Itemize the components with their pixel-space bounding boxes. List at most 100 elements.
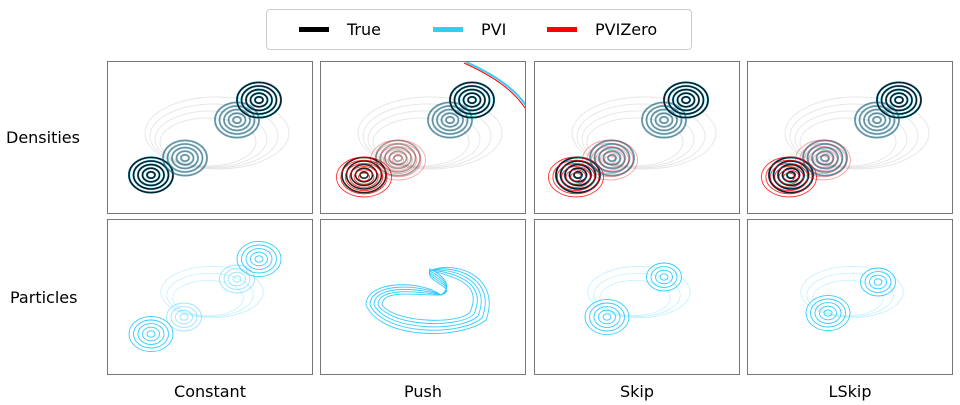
- contour-line: [362, 103, 492, 169]
- contour-line: [159, 117, 257, 167]
- contour-line: [250, 251, 268, 267]
- contour-line: [436, 108, 464, 132]
- legend-swatch-true: [299, 27, 329, 32]
- contour-line: [786, 171, 796, 180]
- contour-line: [227, 112, 247, 128]
- contour-line: [373, 269, 482, 328]
- contour-line: [602, 150, 622, 166]
- contour-line: [593, 273, 681, 318]
- contour-line: [815, 150, 835, 166]
- contour-line: [381, 269, 474, 321]
- contour-line: [582, 139, 638, 181]
- contour-line: [245, 88, 273, 112]
- contour-line: [654, 112, 674, 128]
- contour-line: [658, 115, 670, 125]
- density-plot: [761, 81, 930, 198]
- particle-plot: [584, 262, 691, 336]
- contour-line: [593, 306, 621, 328]
- contour-line: [672, 88, 700, 112]
- contour-line: [440, 112, 460, 128]
- contour-line: [587, 266, 691, 319]
- contour-line: [604, 155, 616, 165]
- contour-line: [595, 149, 625, 171]
- contour-line: [863, 108, 891, 132]
- contour-line: [862, 108, 892, 132]
- contour-line: [867, 112, 887, 128]
- contour-line: [166, 302, 202, 332]
- contour-line: [871, 115, 883, 125]
- contour-line: [800, 266, 904, 319]
- contour-line: [340, 159, 388, 195]
- contour-line: [769, 162, 809, 192]
- contour-line: [353, 169, 375, 185]
- contour-line: [392, 155, 404, 165]
- contour-line: [458, 88, 486, 112]
- contour-line: [365, 267, 490, 334]
- contour-line: [646, 262, 682, 292]
- contour-line: [350, 163, 378, 187]
- contour-line: [667, 85, 705, 115]
- contour-line: [172, 280, 244, 317]
- contour-line: [162, 139, 208, 177]
- particle-panel-lskip: [747, 219, 953, 375]
- contour-line: [772, 160, 810, 190]
- contour-line: [367, 110, 481, 168]
- contour-line: [799, 142, 847, 178]
- contour-line: [588, 139, 636, 177]
- contour-line: [462, 92, 482, 108]
- row-label-densities: Densities: [6, 128, 80, 147]
- particle-plot: [365, 267, 490, 334]
- column-label-constant: Constant: [174, 382, 246, 401]
- contour-line: [765, 159, 813, 195]
- contour-line: [354, 167, 374, 183]
- contour-line: [133, 319, 169, 349]
- contour-line: [154, 110, 268, 168]
- contour-line: [388, 150, 408, 166]
- contour-line: [231, 115, 243, 125]
- contour-line: [655, 269, 673, 285]
- contour-line: [170, 146, 200, 170]
- contour-line: [606, 153, 618, 163]
- contour-line: [349, 166, 379, 188]
- contour-line: [552, 159, 600, 195]
- legend: True PVI PVIZero: [266, 9, 692, 50]
- density-plot: [127, 81, 290, 194]
- contour-line: [453, 85, 491, 115]
- contour-line: [858, 104, 896, 136]
- contour-line: [812, 152, 834, 168]
- contour-line: [645, 104, 683, 136]
- contour-line: [593, 142, 631, 174]
- contour-line: [180, 154, 190, 163]
- density-panel-constant: [107, 61, 313, 214]
- legend-item-true: True: [299, 20, 381, 39]
- contour-line: [889, 92, 909, 108]
- contour-line: [589, 139, 635, 177]
- contour-line: [144, 96, 290, 170]
- contour-line: [819, 305, 837, 321]
- contour-line: [858, 105, 896, 135]
- contour-line: [880, 85, 918, 115]
- contour-line: [820, 154, 830, 163]
- contour-line: [236, 240, 282, 278]
- contour-line: [876, 81, 922, 119]
- contour-line: [654, 112, 674, 128]
- contour-line: [374, 142, 422, 178]
- contour-line: [384, 146, 412, 170]
- particle-plot: [128, 240, 282, 353]
- contour-line: [586, 142, 634, 178]
- contour-line: [802, 139, 848, 177]
- contour-line: [254, 95, 264, 104]
- contour-line: [803, 145, 843, 175]
- contour-line: [236, 81, 282, 119]
- contour-line: [336, 156, 392, 198]
- contour-line: [249, 92, 269, 108]
- contour-line: [166, 143, 204, 173]
- contour-line: [166, 142, 204, 174]
- contour-line: [467, 95, 477, 104]
- contour-line: [602, 313, 612, 321]
- contour-line: [440, 112, 460, 128]
- contour-line: [387, 152, 409, 168]
- contour-line: [584, 298, 630, 336]
- contour-line: [240, 85, 278, 115]
- contour-line: [774, 166, 804, 188]
